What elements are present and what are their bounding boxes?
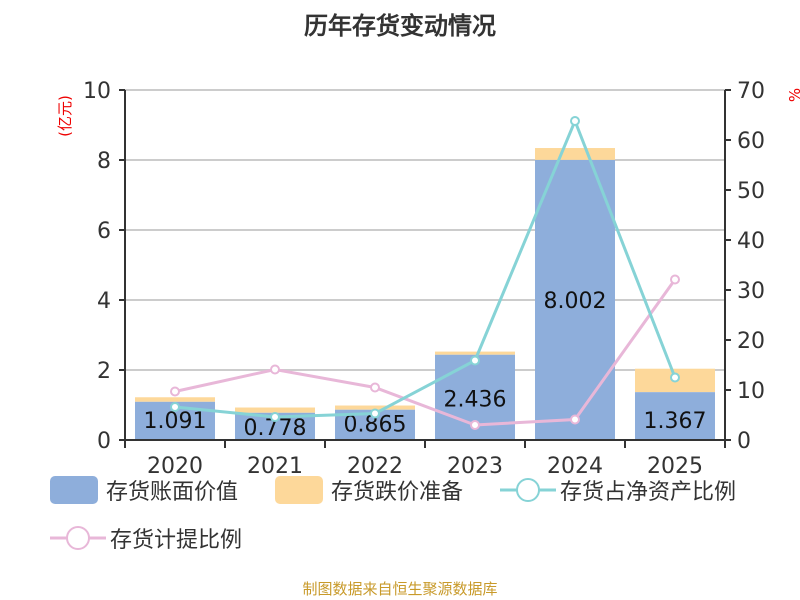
legend-item-provision-ratio[interactable]: 存货计提比例 [50, 522, 242, 554]
legend-item-net-asset-ratio[interactable]: 存货占净资产比例 [500, 474, 736, 506]
left-axis-label: (亿元) [56, 95, 74, 137]
source-note: 制图数据来自恒生聚源数据库 [302, 580, 498, 598]
right-tick-label: 50 [737, 179, 765, 204]
bar-reserve [235, 407, 315, 413]
legend-label: 存货账面价值 [106, 480, 239, 505]
chart-title: 历年存货变动情况 [304, 12, 496, 40]
right-tick-label: 0 [737, 429, 751, 454]
line-point [670, 372, 680, 383]
legend-label: 存货跌价准备 [331, 480, 464, 505]
legend-item-book-value[interactable]: 存货账面价值 [50, 474, 238, 506]
left-tick-label: 10 [83, 79, 111, 104]
legend-label: 存货计提比例 [110, 528, 243, 553]
right-tick-label: 70 [737, 79, 765, 104]
bar-value-label: 1.367 [644, 409, 707, 434]
bar-reserve [535, 148, 615, 160]
legend-line-circle-icon [50, 526, 106, 550]
line-point [570, 414, 580, 425]
left-tick-label: 0 [97, 429, 111, 454]
line-point [270, 364, 280, 375]
line-point [370, 408, 380, 419]
line-point [470, 355, 480, 366]
line-series [174, 116, 677, 419]
legend-item-reserve[interactable]: 存货跌价准备 [275, 474, 463, 506]
line-series [174, 278, 677, 427]
x-tick-label: 2022 [347, 454, 403, 479]
x-tick-label: 2020 [147, 454, 203, 479]
right-tick-label: 20 [737, 329, 765, 354]
bar-reserve [135, 397, 215, 402]
left-tick-label: 4 [97, 289, 111, 314]
bar-reserve [435, 351, 515, 355]
right-tick-label: 10 [737, 379, 765, 404]
right-tick-label: 40 [737, 229, 765, 254]
bar-book-value [635, 392, 715, 440]
bar-reserve [335, 405, 415, 410]
bar-value-label: 1.091 [144, 409, 207, 434]
legend-label: 存货占净资产比例 [560, 480, 737, 505]
legend-swatch-bar-orange [275, 476, 323, 504]
line-point [170, 386, 180, 397]
x-tick-label: 2024 [547, 454, 603, 479]
line-point [270, 412, 280, 422]
right-tick-label: 30 [737, 279, 765, 304]
bar-value-label: 2.436 [444, 388, 507, 413]
right-tick-label: 60 [737, 129, 765, 154]
bar-book-value [535, 159, 615, 440]
x-tick-label: 2023 [447, 454, 503, 479]
line-point [370, 382, 380, 393]
left-tick-label: 6 [97, 219, 111, 244]
bar-value-label: 8.002 [544, 289, 607, 314]
right-axis-label: % [786, 88, 800, 102]
left-tick-label: 2 [97, 359, 111, 384]
legend-line-circle-icon [500, 478, 556, 502]
x-tick-label: 2025 [647, 454, 703, 479]
line-point [170, 402, 180, 412]
legend-swatch-bar-blue [50, 476, 98, 504]
line-point [670, 274, 680, 285]
line-point [570, 116, 580, 126]
x-tick-label: 2021 [247, 454, 303, 479]
line-point [470, 420, 480, 430]
left-tick-label: 8 [97, 149, 111, 174]
